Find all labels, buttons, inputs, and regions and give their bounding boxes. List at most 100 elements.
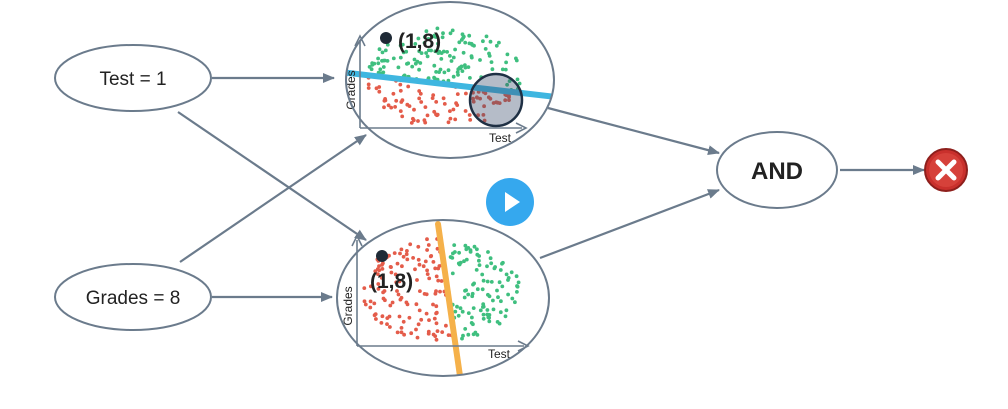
scatter-dot [380, 267, 385, 271]
scatter-dot [481, 113, 486, 117]
scatter-dot [485, 279, 490, 284]
scatter-dot [426, 37, 431, 41]
scatter-dot [382, 58, 387, 63]
scatter-dot [418, 91, 423, 96]
scatter-dot [416, 244, 421, 249]
scatter-dot [478, 308, 483, 313]
bottom-point-label: (1,8) [370, 270, 413, 293]
scatter-dot [417, 308, 422, 313]
top-x-axis-label: Test [489, 131, 512, 145]
scatter-dot [481, 312, 486, 317]
scatter-dot [414, 327, 418, 332]
scatter-dot [425, 268, 429, 273]
scatter-dot [454, 101, 458, 106]
scatter-dot [394, 280, 399, 285]
scatter-dot [449, 59, 454, 63]
scatter-dot [448, 116, 453, 121]
scatter-dot [468, 118, 473, 122]
scatter-dot [442, 70, 447, 75]
bottom-decision-boundary [435, 221, 463, 376]
scatter-dot [487, 315, 491, 320]
scatter-dot [491, 101, 496, 105]
scatter-dot [442, 102, 447, 106]
scatter-dot [466, 65, 471, 69]
scatter-dot [446, 68, 451, 73]
scatter-dot [376, 56, 380, 61]
scatter-dot [494, 43, 499, 48]
scatter-dot [491, 307, 496, 312]
scatter-dot [472, 281, 476, 286]
scatter-dot [500, 261, 504, 266]
scatter-dot [451, 55, 456, 60]
scatter-dot [433, 49, 438, 54]
scatter-dot [432, 63, 437, 68]
scatter-dot [376, 287, 381, 291]
scatter-dot [418, 289, 422, 293]
scatter-dot [471, 99, 476, 104]
scatter-dot [370, 61, 375, 66]
scatter-dot [415, 278, 419, 282]
scatter-dot [401, 319, 406, 324]
scatter-dot [444, 323, 448, 328]
scatter-dot [472, 43, 476, 48]
scatter-dot [467, 41, 472, 46]
scatter-dot [405, 257, 410, 262]
scatter-dot [468, 76, 472, 80]
scatter-dot [464, 257, 469, 262]
scatter-dot [405, 249, 409, 253]
scatter-dot [495, 100, 500, 105]
scatter-dot [475, 287, 480, 292]
scatter-dot [470, 294, 475, 299]
scatter-dot [425, 54, 430, 59]
scatter-dot [375, 267, 380, 272]
scatter-dot [449, 255, 453, 260]
scatter-dot [456, 73, 460, 77]
scatter-dot [493, 265, 497, 269]
scatter-dot [448, 109, 452, 113]
scatter-dot [416, 119, 420, 123]
top-point-marker [380, 32, 392, 44]
scatter-dot [481, 305, 485, 309]
scatter-dot [436, 278, 441, 283]
play-button[interactable] [486, 178, 534, 226]
scatter-dot [374, 86, 379, 91]
scatter-dot [486, 95, 491, 100]
scatter-dot [434, 321, 439, 326]
scatter-dot [464, 91, 468, 96]
scatter-dot [513, 300, 517, 305]
scatter-dot [488, 39, 493, 44]
test-input-label: Test = 1 [99, 69, 166, 90]
scatter-dot [495, 288, 499, 293]
scatter-dot [422, 292, 427, 296]
scatter-dot [448, 54, 452, 58]
scatter-dot [376, 272, 380, 276]
scatter-dot [441, 31, 445, 36]
scatter-dot [422, 41, 427, 45]
scatter-dot [460, 336, 464, 341]
scatter-dot [485, 264, 489, 269]
scatter-dot [399, 326, 404, 330]
scatter-dot [419, 51, 424, 55]
scatter-dot [401, 254, 406, 259]
scatter-dot [489, 280, 494, 284]
scatter-dot [406, 61, 411, 66]
scatter-dot [432, 34, 437, 39]
scatter-dot [424, 29, 429, 34]
scatter-dot [421, 264, 426, 269]
scatter-dot [475, 95, 479, 100]
scatter-dot [477, 263, 482, 267]
scatter-dot [395, 289, 399, 293]
scatter-dot [467, 113, 472, 117]
scatter-dot [504, 272, 509, 277]
scatter-dot [455, 304, 459, 309]
scatter-dot [419, 100, 424, 104]
scatter-dot [485, 312, 490, 317]
scatter-dot [417, 262, 422, 267]
scatter-dot [510, 296, 515, 301]
scatter-dot [435, 329, 440, 333]
scatter-dot [418, 61, 423, 65]
scatter-dot [426, 76, 431, 80]
scatter-dot [389, 270, 394, 275]
scatter-dot [482, 118, 487, 123]
bottom-x-axis-label: Test [488, 347, 511, 361]
